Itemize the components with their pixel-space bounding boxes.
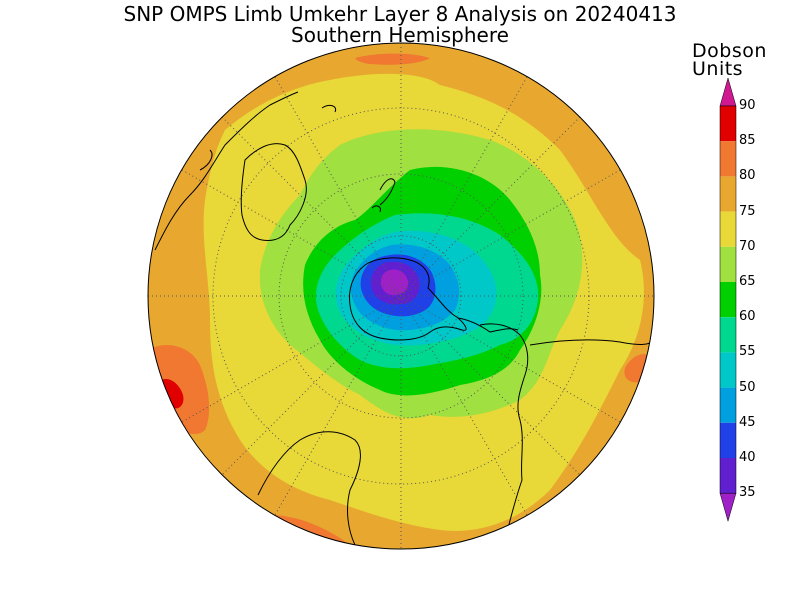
- colorbar-band-90: [720, 106, 736, 142]
- contour-85-north: [355, 53, 430, 65]
- colorbar-band-55: [720, 352, 736, 388]
- colorbar-band-45: [720, 422, 736, 458]
- colorbar-tick-label: 70: [739, 238, 756, 254]
- colorbar-tick-label: 90: [739, 98, 756, 113]
- colorbar-tick-label: 35: [739, 485, 756, 501]
- colorbar-band-70: [720, 246, 736, 282]
- colorbar-tick-label: 50: [739, 379, 756, 395]
- colorbar-band-40: [720, 458, 736, 494]
- colorbar-top-arrow: [719, 77, 737, 107]
- colorbar-tick-label: 40: [739, 450, 756, 465]
- graticule: [148, 43, 654, 549]
- colorbar-tick-label: 60: [739, 309, 756, 325]
- units-label-line2: Units: [692, 58, 744, 80]
- colorbar-band-60: [720, 317, 736, 353]
- page-title: SNP OMPS Limb Umkehr Layer 8 Analysis on…: [123, 2, 677, 26]
- units-label-line1: Dobson: [692, 40, 767, 62]
- colorbar-tick-label: 85: [739, 133, 756, 149]
- colorbar-band-50: [720, 387, 736, 423]
- colorbar-tick-label: 45: [739, 414, 756, 430]
- colorbar-band-85: [720, 141, 736, 177]
- colorbar-band-75: [720, 211, 736, 247]
- colorbar-tick-label: 65: [739, 274, 756, 289]
- coastlines: [154, 91, 654, 546]
- colorbar: [719, 77, 737, 523]
- colorbar-band-80: [720, 176, 736, 212]
- colorbar-tick-label: 55: [739, 344, 756, 360]
- colorbar-tick-label: 75: [739, 203, 756, 219]
- colorbar-band-65: [720, 282, 736, 318]
- colorbar-bottom-arrow: [719, 492, 737, 523]
- map-border: [147, 42, 655, 550]
- page-subtitle: Southern Hemisphere: [291, 23, 509, 47]
- colorbar-outline: [719, 105, 737, 494]
- colorbar-tick-label: 80: [739, 168, 756, 184]
